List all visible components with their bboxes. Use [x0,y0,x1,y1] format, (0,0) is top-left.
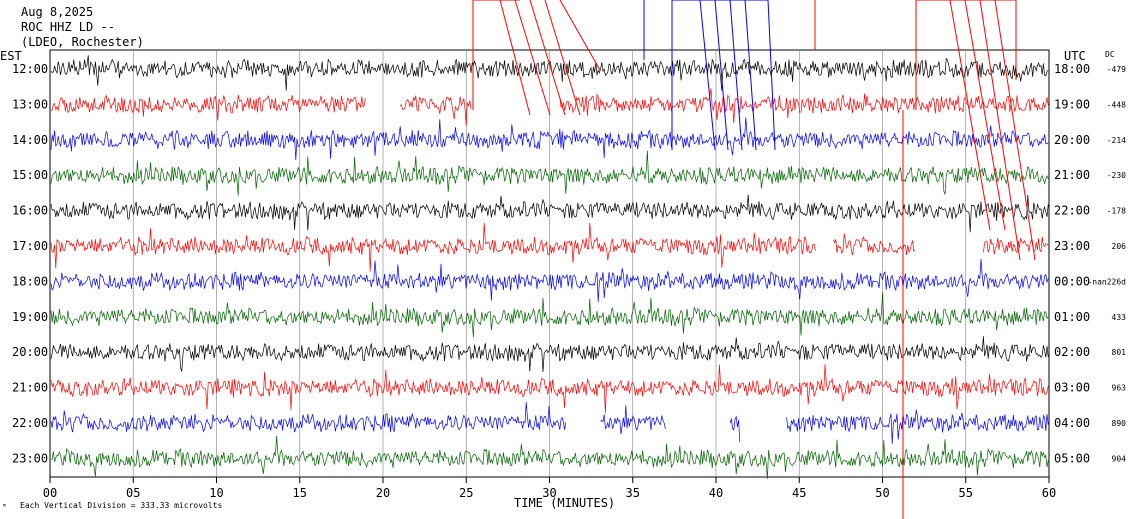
x-tick-label: 25 [459,486,473,500]
trace-1900 [50,292,1049,338]
utc-hour-label: 21:00 [1054,168,1090,182]
est-hour-label: 22:00 [12,416,48,430]
event-markers [472,0,1036,519]
row-labels: 12:00 18:00 -479 13:00 19:00 -448 14:00 20:00 -2… [12,62,1126,465]
est-hour-label: 18:00 [12,274,48,288]
x-tick-label: 60 [1042,486,1056,500]
x-tick-label: 15 [293,486,307,500]
est-hour-label: 20:00 [12,345,48,359]
dc-offset-label: 801 [1112,348,1127,357]
est-hour-label: 14:00 [12,133,48,147]
utc-hour-label: 20:00 [1054,133,1090,147]
dc-offset-label: -230 [1107,171,1126,180]
x-tick-label: 00 [43,486,57,500]
utc-hour-label: 00:00 [1054,274,1090,288]
dc-offset-label: -214 [1107,136,1126,145]
est-hour-label: 21:00 [12,381,48,395]
event-marker-line [529,0,566,116]
event-marker-line [499,0,531,116]
utc-hour-label: 05:00 [1054,451,1090,465]
event-marker-line [964,0,1006,231]
x-tick-label: 10 [209,486,223,500]
utc-hour-label: 18:00 [1054,62,1090,76]
utc-hour-label: 23:00 [1054,239,1090,253]
utc-hour-label: 03:00 [1054,381,1090,395]
dc-column-title: DC [1105,50,1115,59]
footnote-text: Each Vertical Division = 333.33 microvol… [20,501,222,510]
trace-1800 [50,258,1049,303]
utc-hour-label: 04:00 [1054,416,1090,430]
dc-offset-label: 433 [1112,313,1127,322]
header-date: Aug 8,2025 [21,5,93,19]
trace-1600 [50,194,1049,233]
event-marker-line [559,0,601,71]
event-marker-line [744,0,757,151]
dc-offset-label: -448 [1107,100,1126,109]
utc-hour-label: 19:00 [1054,97,1090,111]
header-station: ROC HHZ LD -- [21,20,115,34]
utc-hour-label: 22:00 [1054,204,1090,218]
event-marker-line [729,0,743,151]
event-marker-line [699,0,716,151]
dc-offset-label: 904 [1112,454,1127,463]
x-tick-label: 40 [709,486,723,500]
est-hour-label: 19:00 [12,310,48,324]
event-marker-line [767,0,776,151]
est-hour-label: 15:00 [12,168,48,182]
est-hour-label: 17:00 [12,239,48,253]
x-tick-label: 35 [626,486,640,500]
dc-offset-label: -479 [1107,65,1126,74]
x-tick-label: 45 [792,486,806,500]
dc-offset-label: -178 [1107,207,1126,216]
trace-2200 [50,402,1049,444]
x-axis-label: TIME (MINUTES) [514,496,615,510]
event-marker-line [949,0,991,231]
trace-1700 [50,222,1049,272]
x-tick-label: 50 [875,486,889,500]
event-marker-line [514,0,551,116]
trace-2300 [50,435,1049,479]
est-hour-label: 12:00 [12,62,48,76]
right-axis-title: UTC [1064,49,1086,63]
trace-1300 [50,88,1049,127]
event-marker-line [714,0,729,151]
left-axis-title: EST [0,49,22,63]
dc-offset-label: 206 [1112,242,1127,251]
utc-hour-label: 02:00 [1054,345,1090,359]
x-tick-label: 20 [376,486,390,500]
event-marker-line [544,0,581,116]
trace-1400 [50,117,1049,161]
trace-2100 [50,364,1049,414]
x-axis-ticks: 00 05 10 15 20 25 30 35 40 45 50 55 60 [43,477,1056,500]
seismic-traces [50,55,1049,479]
header-network: (LDEO, Rochester) [21,35,144,49]
dc-offset-label: -nan226d [1087,277,1126,286]
event-marker-line [979,0,1021,261]
est-hour-label: 23:00 [12,451,48,465]
dc-offset-label: 890 [1112,419,1127,428]
x-tick-label: 55 [959,486,973,500]
footnote-mark: ᵐ [2,502,7,511]
x-tick-label: 30 [542,486,556,500]
dc-offset-label: 963 [1112,384,1127,393]
utc-hour-label: 01:00 [1054,310,1090,324]
trace-1500 [50,150,1049,196]
x-tick-label: 05 [126,486,140,500]
trace-1200 [50,55,1049,91]
est-hour-label: 16:00 [12,204,48,218]
event-marker-line [994,0,1036,261]
trace-2000 [50,336,1049,373]
est-hour-label: 13:00 [12,97,48,111]
